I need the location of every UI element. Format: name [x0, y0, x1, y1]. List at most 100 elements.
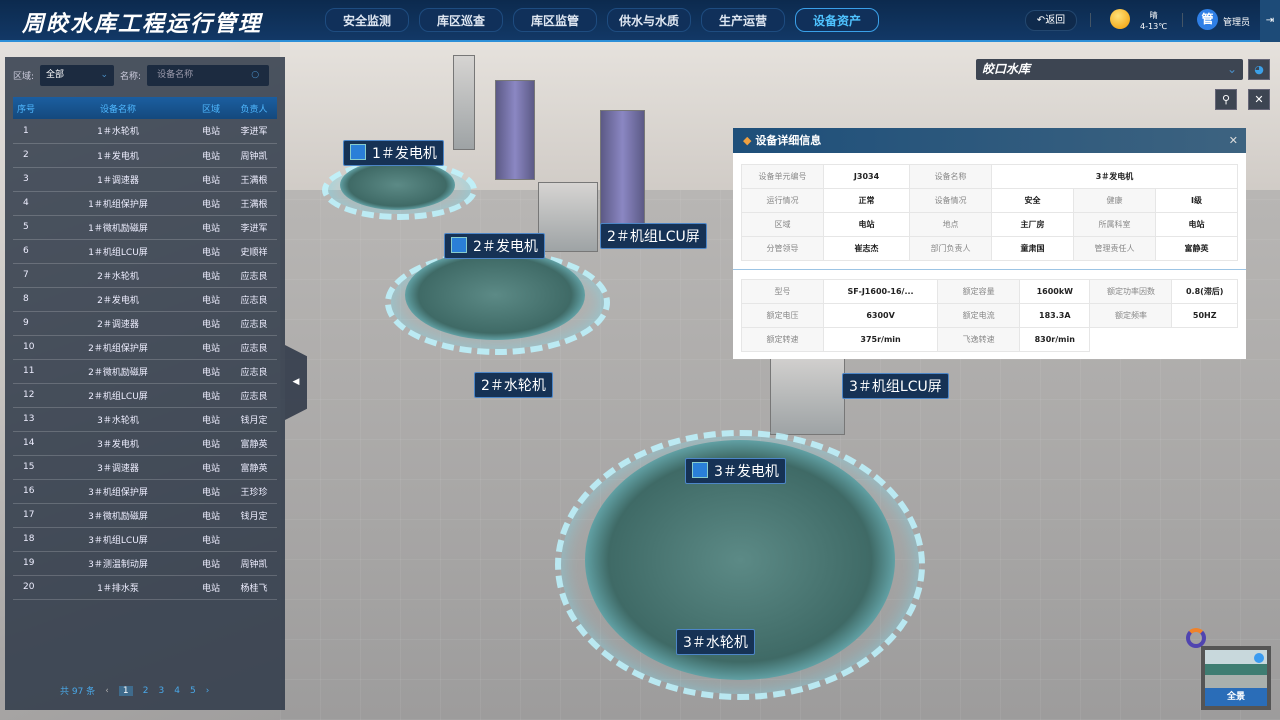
cell-index: 6	[13, 239, 45, 264]
caret-left-icon: ◀	[292, 377, 300, 387]
generator-2[interactable]	[405, 250, 585, 340]
equipment-table: 序号 设备名称 区域 负责人 1 1＃水轮机 电站 李进军 2 1＃发电机 电站 周钟凯 3 1＃…	[13, 97, 277, 600]
nav-patrol[interactable]: 库区巡查	[419, 8, 503, 32]
logout-icon[interactable]: ⇥	[1260, 0, 1280, 42]
detail-value: 电站	[822, 212, 911, 237]
table-row[interactable]: 16 3＃机组保护屏 电站 王珍珍	[13, 479, 277, 504]
scene-label-lcu3[interactable]: 3＃机组LCU屏	[842, 373, 949, 399]
cell-index: 14	[13, 431, 45, 456]
name-search-input[interactable]: 设备名称 ○	[147, 65, 270, 86]
cell-name: 2＃机组LCU屏	[45, 383, 191, 408]
next-page-icon[interactable]: ›	[205, 685, 210, 696]
nav-assets[interactable]: 设备资产	[795, 8, 879, 32]
cell-owner: 应志良	[231, 263, 277, 288]
detail-value: 电站	[1155, 212, 1238, 237]
table-row[interactable]: 5 1＃微机励磁屏 电站 李进军	[13, 215, 277, 240]
cell-owner: 王满根	[231, 191, 277, 216]
table-row[interactable]: 12 2＃机组LCU屏 电站 应志良	[13, 383, 277, 408]
page-2[interactable]: 2	[142, 685, 149, 696]
panorama-thumbnail[interactable]: 全景	[1201, 646, 1271, 710]
table-row[interactable]: 8 2＃发电机 电站 应志良	[13, 287, 277, 312]
cell-index: 3	[13, 167, 45, 192]
prev-page-icon[interactable]: ‹	[105, 685, 109, 696]
table-row[interactable]: 3 1＃调速器 电站 王满根	[13, 167, 277, 192]
cell-owner: 富静英	[231, 455, 277, 480]
region-select[interactable]: 全部 ⌄	[40, 65, 115, 86]
avatar[interactable]: 管	[1197, 9, 1218, 30]
cabinet	[495, 80, 535, 180]
pie-chart-icon[interactable]: ◕	[1248, 59, 1270, 80]
total-count: 共 97 条	[60, 687, 96, 697]
chevron-down-icon: ⌄	[100, 70, 109, 80]
cell-name: 2＃水轮机	[45, 263, 191, 288]
collapse-panel-button[interactable]: ◀	[285, 345, 307, 420]
empty-cell	[1090, 328, 1238, 352]
detail-value: I级	[1155, 188, 1238, 213]
table-row[interactable]: 2 1＃发电机 电站 周钟凯	[13, 143, 277, 168]
scene-label-t2[interactable]: 2＃水轮机	[474, 372, 553, 398]
divider	[1090, 13, 1091, 27]
reservoir-value: 皎口水库	[982, 62, 1031, 76]
table-row[interactable]: 13 3＃水轮机 电站 钱月定	[13, 407, 277, 432]
scene-label-g1[interactable]: 1＃发电机	[343, 140, 444, 166]
cell-name: 2＃机组保护屏	[45, 335, 191, 360]
back-button[interactable]: ↶返回	[1025, 10, 1077, 31]
cell-owner: 李进军	[231, 215, 277, 240]
cell-owner: 应志良	[231, 287, 277, 312]
scene-label-t3[interactable]: 3＃水轮机	[676, 629, 755, 655]
cell-index: 4	[13, 191, 45, 216]
close-icon[interactable]: ✕	[1228, 134, 1238, 147]
table-row[interactable]: 11 2＃微机励磁屏 电站 应志良	[13, 359, 277, 384]
table-row[interactable]: 18 3＃机组LCU屏 电站	[13, 527, 277, 552]
scene-label-g3[interactable]: 3＃发电机	[685, 458, 786, 484]
page-4[interactable]: 4	[174, 685, 180, 696]
detail-key: 设备名称	[909, 164, 993, 189]
cell-name: 1＃调速器	[45, 167, 191, 192]
detail-row: 区域 电站 地点 主厂房 所属科室 电站	[741, 212, 1238, 237]
tools-icon[interactable]: ✕	[1248, 89, 1270, 110]
table-row[interactable]: 19 3＃测温制动屏 电站 周钟凯	[13, 551, 277, 576]
thumbnail-label: 全景	[1226, 692, 1245, 702]
generator-1[interactable]	[340, 160, 455, 210]
table-row[interactable]: 15 3＃调速器 电站 富静英	[13, 455, 277, 480]
nav-safety[interactable]: 安全监测	[325, 8, 409, 32]
cell-owner	[231, 527, 277, 552]
cell-index: 5	[13, 215, 45, 240]
table-row[interactable]: 20 1＃排水泵 电站 杨桂飞	[13, 575, 277, 600]
map-pin-icon[interactable]: ⚲	[1215, 89, 1237, 110]
detail-value: 1600kW	[1019, 279, 1091, 304]
reservoir-select[interactable]: 皎口水库 ⌄	[976, 59, 1243, 80]
filter-bar: 区域: 全部 ⌄ 名称: 设备名称 ○	[13, 65, 270, 86]
detail-row: 设备单元编号 J3034 设备名称 3＃发电机	[741, 164, 1238, 189]
detail-row: 型号 SF-J1600-16/... 额定容量 1600kW 额定功率因数 0.8(滞后)	[741, 279, 1238, 304]
cell-index: 19	[13, 551, 45, 576]
cell-name: 3＃发电机	[45, 431, 191, 456]
nav-water[interactable]: 供水与水质	[607, 8, 691, 32]
search-icon[interactable]: ○	[251, 70, 260, 80]
scene-label-g2[interactable]: 2＃发电机	[444, 233, 545, 259]
table-row[interactable]: 10 2＃机组保护屏 电站 应志良	[13, 335, 277, 360]
page-3[interactable]: 3	[158, 685, 165, 696]
cell-region: 电站	[191, 575, 231, 600]
detail-value: 安全	[991, 188, 1075, 213]
table-row[interactable]: 7 2＃水轮机 电站 应志良	[13, 263, 277, 288]
table-row[interactable]: 17 3＃微机励磁屏 电站 钱月定	[13, 503, 277, 528]
table-row[interactable]: 6 1＃机组LCU屏 电站 史顺祥	[13, 239, 277, 264]
cell-region: 电站	[191, 263, 231, 288]
table-row[interactable]: 14 3＃发电机 电站 富静英	[13, 431, 277, 456]
cell-name: 1＃机组LCU屏	[45, 239, 191, 264]
cell-index: 1	[13, 119, 45, 144]
table-row[interactable]: 9 2＃调速器 电站 应志良	[13, 311, 277, 336]
nav-operation[interactable]: 生产运营	[701, 8, 785, 32]
nav-supervision[interactable]: 库区监管	[513, 8, 597, 32]
table-row[interactable]: 4 1＃机组保护屏 电站 王满根	[13, 191, 277, 216]
cell-region: 电站	[191, 503, 231, 528]
scene-label-lcu2[interactable]: 2＃机组LCU屏	[600, 223, 707, 249]
page-1[interactable]: 1	[118, 685, 133, 696]
col-region: 区域	[191, 97, 231, 119]
detail-key: 额定转速	[741, 327, 824, 352]
cell-region: 电站	[191, 215, 231, 240]
user-name[interactable]: 管理员	[1223, 18, 1251, 28]
table-row[interactable]: 1 1＃水轮机 电站 李进军	[13, 119, 277, 144]
page-5[interactable]: 5	[190, 685, 196, 696]
